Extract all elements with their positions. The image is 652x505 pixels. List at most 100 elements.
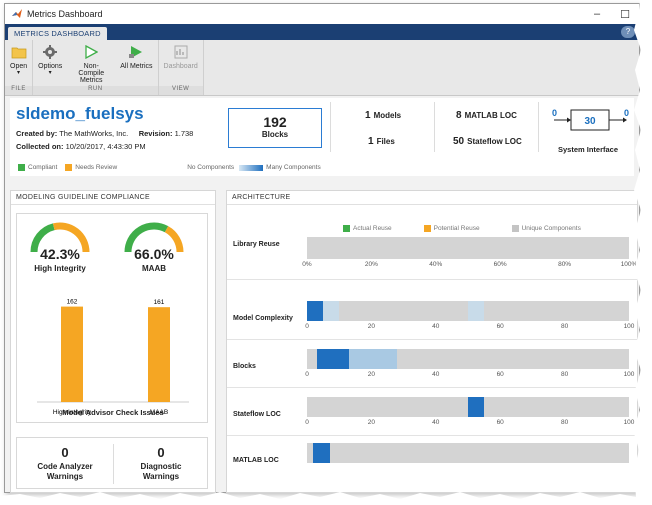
distribution-segment[interactable] <box>468 397 485 417</box>
models-count[interactable]: 1 Models <box>365 110 402 121</box>
axis-tick-label: 20 <box>367 323 375 330</box>
collected-on: Collected on: 10/20/2017, 4:43:30 PM <box>16 142 146 151</box>
dashboard-button[interactable]: Dashboard <box>159 40 203 86</box>
row-label-blocks: Blocks <box>233 363 256 370</box>
distribution-segment[interactable] <box>316 349 333 369</box>
distribution-bar-matlab-loc[interactable] <box>307 443 629 463</box>
system-interface-diagram: 0 30 0 <box>552 108 629 131</box>
maab-value: 66.0% <box>134 246 174 262</box>
distribution-segment[interactable] <box>307 301 324 321</box>
axis-tick-label: 60 <box>496 323 504 330</box>
axis-tick-label: 0 <box>305 323 309 330</box>
axis-tick-label: 40 <box>432 419 440 426</box>
play-icon <box>83 44 99 60</box>
axis-tick-label: 60 <box>496 371 504 378</box>
chevron-down-icon: ▾ <box>17 70 21 76</box>
distribution-segment[interactable] <box>364 349 382 369</box>
axis-tick-label: 40 <box>432 371 440 378</box>
file-group: Open ▾ FILE <box>5 40 34 95</box>
system-inputs: 0 <box>552 108 557 118</box>
system-interface[interactable]: 0 30 0 System Interface <box>540 102 636 154</box>
options-button[interactable]: Options ▾ <box>33 40 67 86</box>
tab-metrics-dashboard[interactable]: METRICS DASHBOARD <box>8 27 107 40</box>
distribution-bar-model-complexity[interactable] <box>307 301 629 321</box>
dashboard-icon <box>173 44 189 60</box>
axis-tick-label: 100 <box>623 371 635 378</box>
summary-legend: Compliant Needs Review No Components Man… <box>18 164 321 171</box>
bar-value-label: 162 <box>67 299 78 306</box>
architecture-legend: Actual Reuse Potential Reuse Unique Comp… <box>343 225 581 232</box>
matlab-logo-icon <box>12 9 22 18</box>
axis-tick-label: 0 <box>305 371 309 378</box>
compliance-panel-title: MODELING GUIDELINE COMPLIANCE <box>11 191 215 205</box>
axis-tick-label: 60% <box>493 261 507 268</box>
bar-high-integrity <box>61 306 83 402</box>
maximize-button[interactable]: ☐ <box>620 8 630 21</box>
stateflow-loc-count[interactable]: 50 Stateflow LOC <box>453 136 522 147</box>
distribution-segment[interactable] <box>323 301 340 321</box>
distribution-segment[interactable] <box>313 443 330 463</box>
distribution-bar-stateflow-loc[interactable] <box>307 397 629 417</box>
architecture-panel: ARCHITECTURE Actual Reuse Potential Reus… <box>226 190 638 493</box>
matlab-loc-count[interactable]: 8 MATLAB LOC <box>456 110 517 121</box>
system-interface-value: 30 <box>584 116 596 127</box>
axis-tick-label: 20 <box>367 419 375 426</box>
maab-label: MAAB <box>142 264 166 273</box>
non-compile-metrics-button[interactable]: Non-Compile Metrics <box>67 40 115 86</box>
row-label-stateflow-loc: Stateflow LOC <box>233 411 281 418</box>
system-outputs: 0 <box>624 108 629 118</box>
library-reuse-bar[interactable] <box>307 237 629 259</box>
group-label-view: VIEW <box>158 86 203 95</box>
actual-reuse-swatch <box>343 225 350 232</box>
toolstrip: Open ▾ FILE Options ▾ N <box>5 40 639 96</box>
axis-tick-label: 100 <box>623 323 635 330</box>
row-label-model-complexity: Model Complexity <box>233 315 293 322</box>
needs-review-swatch <box>65 164 73 171</box>
model-advisor-chart-title: Model Advisor Check Issues <box>62 408 164 417</box>
row-label-matlab-loc: MATLAB LOC <box>233 457 279 464</box>
bar-value-label: 161 <box>154 299 165 306</box>
axis-tick-label: 20 <box>367 371 375 378</box>
model-name[interactable]: sldemo_fuelsys <box>16 104 144 123</box>
distribution-segment[interactable] <box>381 349 398 369</box>
diagnostic-warnings-count[interactable]: 0 <box>157 445 165 460</box>
diagnostic-warnings-label: Diagnostic Warnings <box>140 462 182 481</box>
all-metrics-button[interactable]: All Metrics <box>115 40 157 86</box>
view-group: Dashboard VIEW <box>158 40 204 95</box>
run-all-icon <box>128 44 144 60</box>
compliance-card: 42.3% 66.0% High Integrity MAAB 162 High … <box>16 213 208 423</box>
high-integrity-value: 42.3% <box>40 246 80 262</box>
window-title: Metrics Dashboard <box>27 9 103 19</box>
folder-icon <box>11 44 27 60</box>
group-label-file: FILE <box>5 86 33 95</box>
bar-maab <box>148 307 170 402</box>
system-interface-label: System Interface <box>557 145 619 154</box>
created-by: Created by: The MathWorks, Inc. Revision… <box>16 129 194 138</box>
code-analyzer-warnings-label: Code Analyzer Warnings <box>37 462 93 481</box>
gear-icon <box>42 44 58 60</box>
group-label-run: RUN <box>33 86 158 95</box>
axis-tick-label: 40 <box>432 323 440 330</box>
distribution-segment[interactable] <box>468 301 485 321</box>
high-integrity-label: High Integrity <box>34 264 86 273</box>
compliance-panel: MODELING GUIDELINE COMPLIANCE 42.3% 66.0… <box>10 190 216 493</box>
title-bar: Metrics Dashboard – ☐ <box>5 4 639 24</box>
library-reuse-label: Library Reuse <box>233 241 280 248</box>
open-button[interactable]: Open ▾ <box>5 40 32 86</box>
axis-tick-label: 80 <box>560 323 569 330</box>
help-icon[interactable]: ? <box>621 26 635 38</box>
model-summary: sldemo_fuelsys Created by: The MathWorks… <box>10 98 634 176</box>
distribution-bar-blocks[interactable] <box>307 349 629 369</box>
axis-tick-label: 100 <box>623 419 635 426</box>
distribution-segment[interactable] <box>332 349 349 369</box>
files-count[interactable]: 1 Files <box>368 136 395 147</box>
unique-components-swatch <box>511 225 519 232</box>
code-analyzer-warnings-count[interactable]: 0 <box>61 445 69 460</box>
potential-reuse-swatch <box>423 225 431 232</box>
distribution-segment[interactable] <box>348 349 365 369</box>
minimize-button[interactable]: – <box>593 8 601 20</box>
blocks-count-card[interactable]: 192 Blocks <box>228 108 322 148</box>
axis-tick-label: 0% <box>302 261 312 268</box>
axis-tick-label: 80 <box>560 419 569 426</box>
